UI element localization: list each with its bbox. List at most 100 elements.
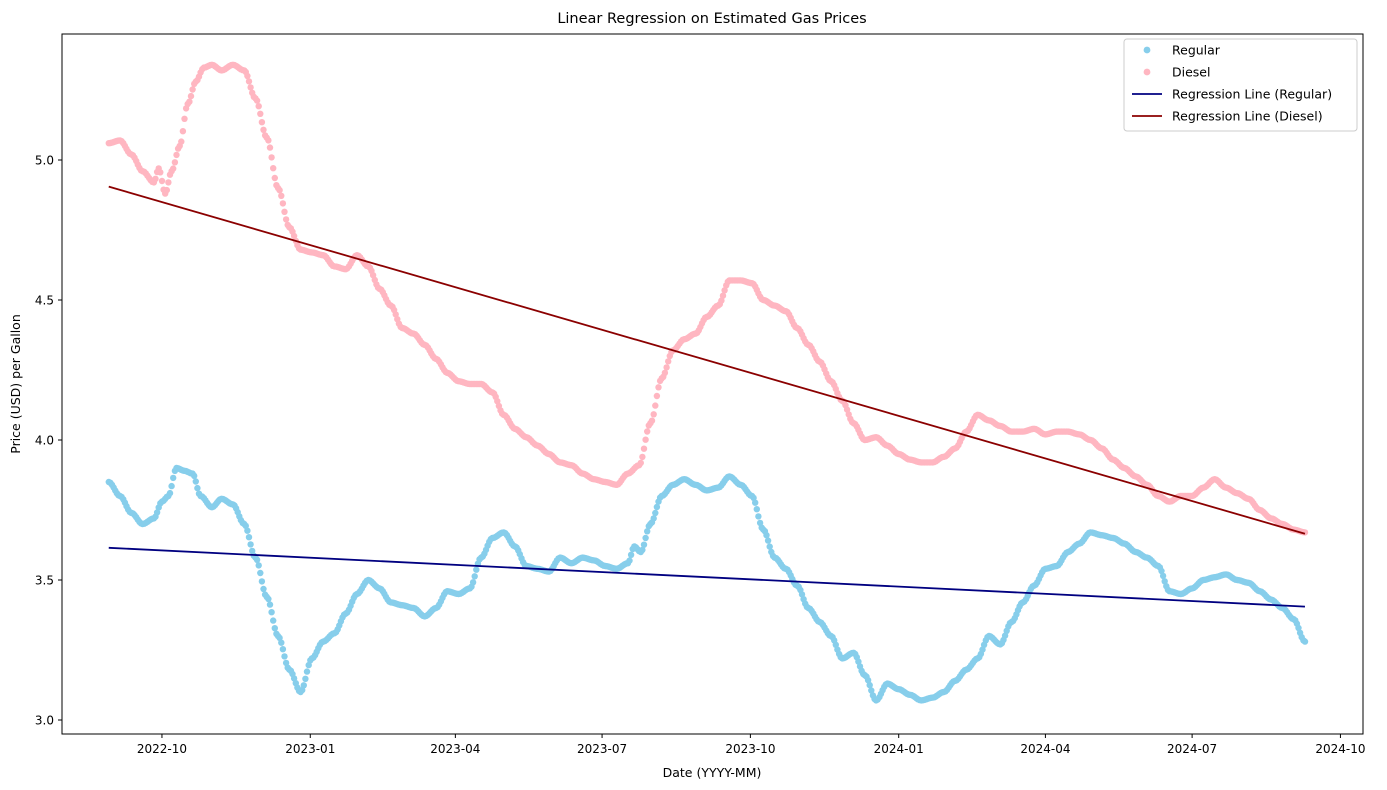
regression-line: [108, 546, 1306, 608]
data-point: [270, 165, 277, 172]
data-point: [276, 634, 283, 642]
data-point: [756, 519, 764, 527]
data-point: [265, 595, 272, 603]
chart-title: Linear Regression on Estimated Gas Price…: [557, 11, 866, 27]
data-point: [257, 110, 264, 118]
data-point: [868, 687, 875, 694]
data-point: [864, 677, 872, 684]
data-point: [170, 165, 177, 172]
data-point: [299, 686, 306, 694]
data-point: [652, 402, 659, 409]
data-point: [469, 579, 477, 586]
x-tick-label: 2022-10: [137, 742, 187, 756]
legend-entry: Regular: [1143, 43, 1221, 58]
data-point: [244, 72, 251, 80]
data-point: [271, 174, 278, 182]
legend: Regular Diesel Regression Line (Regular) Re…: [1123, 38, 1358, 132]
data-point: [471, 573, 478, 580]
data-point: [257, 569, 264, 577]
data-point: [255, 562, 262, 569]
x-axis-label: Date (YYYY-MM): [663, 765, 762, 780]
data-point: [1295, 624, 1302, 632]
data-point: [157, 169, 164, 176]
y-tick-label: 4.0: [35, 434, 54, 448]
data-point: [719, 292, 727, 299]
series-regression-line-diesel: [108, 185, 1306, 535]
data-point: [158, 177, 166, 185]
data-point: [652, 509, 659, 517]
data-point: [279, 646, 287, 653]
series-regular: [105, 464, 1309, 704]
data-point: [979, 646, 986, 653]
data-point: [247, 84, 254, 91]
data-point: [637, 459, 644, 467]
data-point: [626, 557, 633, 564]
y-tick-label: 5.0: [35, 154, 54, 168]
data-point: [640, 541, 648, 548]
data-point: [303, 668, 311, 675]
data-point: [494, 398, 501, 405]
data-point: [179, 128, 187, 135]
data-point: [282, 216, 290, 223]
data-point: [473, 566, 480, 573]
data-point: [255, 103, 262, 110]
data-point: [653, 503, 661, 511]
data-point: [753, 506, 760, 513]
data-point: [163, 186, 170, 194]
data-point: [369, 272, 377, 279]
data-point: [655, 384, 662, 391]
data-point: [639, 453, 646, 461]
data-point: [752, 499, 759, 506]
data-point: [763, 532, 770, 539]
x-tick-label: 2023-04: [430, 742, 480, 756]
legend-label: Regression Line (Diesel): [1172, 109, 1323, 124]
data-point: [266, 144, 274, 151]
data-point: [268, 609, 275, 616]
series-layer: [105, 61, 1309, 704]
data-point: [266, 601, 274, 608]
series-diesel: [105, 61, 1309, 536]
data-point: [153, 509, 161, 516]
data-point: [650, 515, 657, 522]
data-point: [718, 297, 725, 304]
data-point: [165, 179, 172, 186]
legend-entry: Regression Line (Diesel): [1132, 109, 1323, 124]
y-axis: 3.0 3.5 4.0 4.5 5.0: [35, 154, 62, 728]
legend-label: Diesel: [1172, 65, 1210, 80]
data-point: [249, 547, 256, 555]
data-point: [242, 522, 249, 530]
data-point: [642, 534, 649, 542]
data-point: [186, 98, 193, 105]
data-point: [170, 474, 177, 482]
data-point: [302, 675, 309, 682]
data-point: [194, 484, 201, 492]
data-point: [192, 478, 199, 485]
legend-label: Regression Line (Regular): [1172, 87, 1332, 102]
data-point: [244, 527, 251, 534]
data-point: [644, 428, 651, 435]
data-point: [247, 541, 254, 548]
data-point: [245, 534, 253, 541]
data-point: [258, 119, 266, 126]
x-tick-label: 2024-01: [874, 742, 924, 756]
data-point: [640, 445, 648, 452]
data-point: [1161, 578, 1168, 585]
data-point: [1301, 638, 1309, 645]
data-point: [766, 543, 773, 550]
data-point: [653, 392, 661, 400]
data-point: [755, 513, 762, 520]
data-point: [290, 232, 298, 240]
data-point: [855, 658, 862, 665]
data-point: [764, 537, 772, 544]
legend-marker: [1143, 46, 1151, 54]
data-point: [644, 528, 651, 535]
data-point: [268, 154, 275, 161]
data-point: [171, 159, 179, 166]
data-point: [279, 200, 287, 207]
data-point: [270, 617, 277, 624]
legend-frame: [1123, 38, 1358, 132]
data-point: [281, 653, 288, 660]
y-tick-label: 3.5: [35, 574, 54, 588]
data-point: [648, 417, 656, 424]
